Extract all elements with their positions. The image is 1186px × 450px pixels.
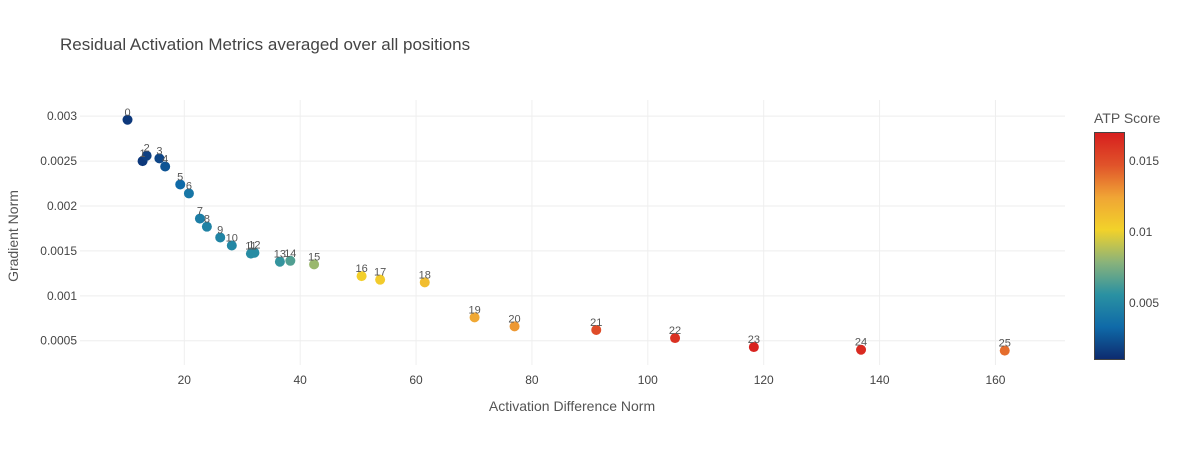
data-point-label: 20: [508, 313, 520, 325]
y-tick-label: 0.003: [47, 109, 77, 123]
data-point[interactable]: [215, 232, 226, 243]
y-tick-label: 0.001: [47, 289, 77, 303]
x-tick-label: 160: [985, 373, 1005, 387]
data-point-label: 15: [308, 251, 320, 263]
data-point-label: 4: [162, 153, 168, 165]
x-tick-label: 20: [178, 373, 192, 387]
data-point-label: 1: [140, 148, 146, 160]
data-point-label: 16: [355, 263, 367, 275]
data-points: [122, 114, 1010, 356]
data-point[interactable]: [154, 153, 165, 164]
data-point[interactable]: [509, 321, 520, 332]
data-point[interactable]: [160, 161, 171, 172]
data-point[interactable]: [274, 256, 285, 267]
data-point[interactable]: [249, 247, 260, 258]
x-tick-label: 60: [409, 373, 423, 387]
y-tick-label: 0.002: [47, 199, 77, 213]
data-point[interactable]: [356, 271, 367, 282]
colorbar: ATP Score 0.005 0.01 0.015: [1094, 110, 1161, 360]
data-point[interactable]: [670, 333, 681, 344]
data-point-label: 6: [186, 180, 192, 192]
data-point-label: 24: [855, 337, 867, 349]
data-point-label: 17: [374, 267, 386, 279]
chart-title: Residual Activation Metrics averaged ove…: [60, 35, 470, 54]
y-axis-ticks: 0.0005 0.001 0.0015 0.002 0.0025 0.003: [40, 109, 77, 348]
data-point-label: 25: [999, 338, 1011, 350]
data-point-label: 11: [245, 241, 256, 253]
colorbar-ticks: 0.005 0.01 0.015: [1129, 154, 1159, 310]
data-point[interactable]: [194, 213, 205, 224]
data-point[interactable]: [375, 274, 386, 285]
data-point-label: 0: [124, 107, 130, 119]
data-point[interactable]: [748, 342, 759, 353]
data-point-label: 9: [217, 224, 223, 236]
data-point[interactable]: [226, 240, 237, 251]
data-point[interactable]: [999, 345, 1010, 356]
grid: [80, 100, 1065, 365]
colorbar-title: ATP Score: [1094, 110, 1161, 126]
data-point-label: 21: [590, 317, 602, 329]
data-point-label: 19: [468, 304, 480, 316]
y-tick-label: 0.0005: [40, 334, 77, 348]
colorbar-tick-label: 0.015: [1129, 154, 1159, 168]
y-tick-label: 0.0025: [40, 154, 77, 168]
data-point[interactable]: [201, 221, 212, 232]
data-point-label: 3: [156, 145, 162, 157]
colorbar-tick-label: 0.01: [1129, 225, 1153, 239]
x-tick-label: 140: [870, 373, 890, 387]
data-point-label: 2: [144, 143, 150, 155]
data-point[interactable]: [856, 344, 867, 355]
y-axis-title: Gradient Norm: [5, 190, 21, 282]
x-axis-title: Activation Difference Norm: [489, 398, 655, 414]
y-tick-label: 0.0015: [40, 244, 77, 258]
data-point-label: 23: [748, 334, 760, 346]
data-point[interactable]: [285, 255, 296, 266]
data-point-label: 10: [226, 233, 238, 245]
data-point-label: 14: [284, 248, 296, 260]
data-point[interactable]: [175, 179, 186, 190]
data-point[interactable]: [183, 188, 194, 199]
data-point[interactable]: [122, 114, 133, 125]
colorbar-scale: [1094, 132, 1125, 360]
x-axis-ticks: 20 40 60 80 100 120 140 160: [178, 373, 1006, 387]
data-point[interactable]: [309, 259, 320, 270]
data-point-label: 22: [669, 325, 681, 337]
colorbar-tick-label: 0.005: [1129, 296, 1159, 310]
data-point-label: 12: [248, 240, 260, 252]
x-tick-label: 100: [638, 373, 658, 387]
data-point[interactable]: [419, 277, 430, 288]
data-point-label: 7: [197, 206, 203, 218]
x-tick-label: 120: [754, 373, 774, 387]
data-point-label: 8: [204, 214, 210, 226]
x-tick-label: 80: [525, 373, 539, 387]
data-point-label: 18: [419, 269, 431, 281]
x-tick-label: 40: [293, 373, 307, 387]
data-point[interactable]: [469, 312, 480, 323]
data-point[interactable]: [141, 150, 152, 161]
data-point-label: 5: [177, 171, 183, 183]
data-point-label: 13: [274, 249, 286, 261]
data-point[interactable]: [591, 324, 602, 335]
